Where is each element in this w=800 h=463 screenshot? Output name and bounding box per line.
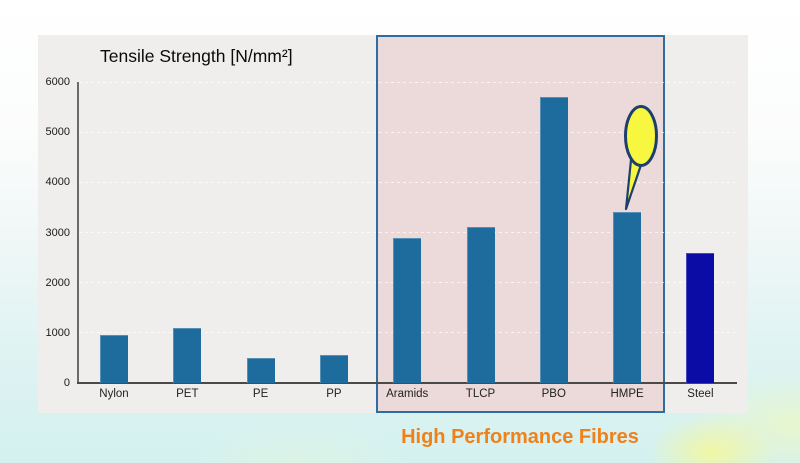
x-label-nylon: Nylon bbox=[99, 388, 129, 400]
bar-tlcp bbox=[466, 227, 495, 383]
y-tick-label-4000: 4000 bbox=[45, 176, 70, 189]
y-tick-label-0: 0 bbox=[63, 377, 70, 389]
x-axis-line bbox=[77, 382, 737, 384]
x-label-pbo: PBO bbox=[541, 388, 566, 400]
bar-steel bbox=[686, 252, 715, 383]
gridline-6000 bbox=[79, 81, 735, 83]
gridline-3000 bbox=[79, 232, 735, 233]
gridline-5000 bbox=[79, 131, 735, 133]
bar-pet bbox=[173, 327, 202, 383]
bar-nylon bbox=[100, 335, 128, 383]
highlight-label: High Performance Fibres bbox=[401, 426, 639, 448]
y-tick-label-6000: 6000 bbox=[45, 76, 70, 88]
x-label-hmpe: HMPE bbox=[610, 388, 644, 400]
y-tick-label-2000: 2000 bbox=[45, 276, 70, 289]
x-label-steel: Steel bbox=[687, 388, 714, 400]
x-label-tlcp: TLCP bbox=[465, 388, 496, 400]
bar-aramids bbox=[393, 237, 422, 383]
y-tick-label-5000: 5000 bbox=[45, 126, 70, 139]
y-tick-label-3000: 3000 bbox=[45, 226, 70, 239]
bar-hmpe bbox=[613, 212, 642, 383]
x-label-pet: PET bbox=[176, 388, 199, 400]
x-label-pp: PP bbox=[326, 388, 342, 400]
x-label-aramids: Aramids bbox=[386, 388, 429, 400]
y-axis-line bbox=[77, 82, 79, 384]
bar-pe bbox=[246, 357, 275, 383]
chart-title: Tensile Strength [N/mm²] bbox=[100, 46, 293, 66]
x-label-pe: PE bbox=[252, 388, 269, 400]
y-tick-label-1000: 1000 bbox=[45, 326, 70, 339]
gridline-4000 bbox=[79, 181, 735, 183]
bar-pbo bbox=[539, 97, 568, 383]
bar-pp bbox=[319, 355, 348, 383]
